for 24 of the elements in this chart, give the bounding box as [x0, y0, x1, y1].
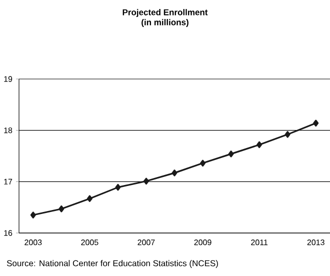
- point: [228, 150, 234, 158]
- x-tick-label: 2007: [138, 240, 155, 246]
- x-tick-label: 2003: [24, 240, 42, 246]
- point: [313, 120, 319, 127]
- x-tick-label: 2009: [194, 240, 212, 246]
- y-tick-label: 17: [4, 178, 12, 184]
- point: [86, 195, 92, 202]
- chart-title: Projected Enrollment: [122, 9, 208, 17]
- point: [256, 141, 262, 148]
- source-note: Source: National Center for Education Statistics (NCES): [6, 260, 218, 268]
- y-tick-label: 19: [4, 76, 12, 82]
- point: [284, 131, 290, 138]
- y-tick-label: 16: [4, 230, 12, 236]
- point: [30, 212, 36, 218]
- y-tick-label: 18: [4, 128, 12, 134]
- point: [172, 170, 178, 176]
- point: [143, 178, 149, 185]
- chart-subtitle: (in millions): [142, 19, 188, 27]
- x-tick-label: 2011: [251, 240, 268, 246]
- point: [58, 205, 64, 212]
- point: [115, 184, 121, 191]
- x-tick-label: 2013: [307, 240, 324, 246]
- x-tick-label: 2005: [81, 240, 98, 246]
- point: [200, 160, 206, 167]
